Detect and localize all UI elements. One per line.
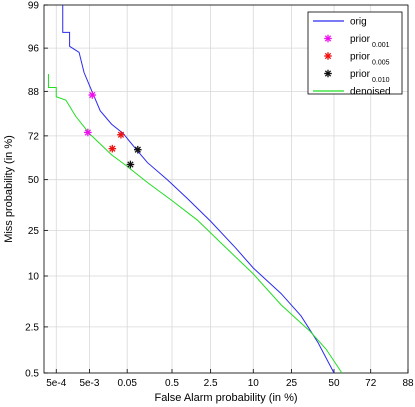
- y-tick-label: 88: [28, 87, 40, 98]
- series-layer: [47, 5, 343, 374]
- legend-label-main: denoised: [350, 87, 391, 98]
- legend-label-subscript: 0.005: [372, 60, 390, 67]
- series-prior-0-001-marker: [84, 128, 92, 137]
- plot-frame: [43, 4, 409, 374]
- legend-swatch-prior-0-010: [324, 69, 332, 78]
- marker-stroke: [324, 35, 332, 42]
- series-prior-0-005-marker: [117, 130, 125, 139]
- marker-stroke: [89, 91, 96, 99]
- y-tick-label: 25: [28, 226, 40, 237]
- series-orig-line: [62, 5, 335, 374]
- marker-stroke: [134, 146, 141, 153]
- y-tick-label: 0.5: [25, 369, 39, 380]
- marker-stroke: [117, 131, 125, 138]
- series-prior-0-005-marker: [108, 144, 117, 153]
- legend-label-main: prior: [350, 34, 371, 45]
- y-axis-label: Miss probability (in %): [3, 135, 15, 243]
- y-tick-label: 72: [28, 131, 40, 142]
- legend: origprior0.001prior0.005prior0.010denois…: [307, 11, 403, 98]
- y-tick-label: 50: [28, 175, 40, 186]
- marker-stroke: [324, 52, 332, 60]
- y-tick-label: 10: [28, 271, 40, 282]
- legend-label-main: orig: [350, 17, 367, 28]
- legend-label-denoised: denoised: [350, 87, 391, 98]
- marker-stroke: [109, 145, 116, 152]
- series-denoised-line: [47, 74, 343, 374]
- legend-box: [307, 11, 403, 95]
- x-tick-label: 2.5: [204, 378, 218, 389]
- x-tick-label: 0.5: [165, 378, 179, 389]
- x-tick-label: 72: [365, 378, 377, 389]
- legend-swatch-prior-0-005: [324, 52, 332, 60]
- x-tick-label: 10: [248, 378, 260, 389]
- series-prior-0-010-marker: [133, 145, 142, 154]
- marker-stroke: [127, 161, 134, 168]
- x-tick-label: 5e-4: [46, 378, 66, 389]
- y-tick-labels: 99 96 88 72 50 25 10 2.5 0.5: [25, 1, 39, 380]
- marker-stroke: [324, 70, 332, 77]
- legend-label-subscript: 0.001: [372, 42, 390, 49]
- x-tick-labels: 5e-4 5e-3 0.05 0.5 2.5 10 25 50 72 88: [46, 378, 414, 389]
- legend-label-subscript: 0.010: [372, 77, 390, 84]
- y-tick-label: 96: [28, 44, 40, 55]
- marker-stroke: [84, 129, 91, 136]
- x-tick-label: 0.05: [117, 378, 137, 389]
- x-tick-label: 88: [402, 378, 414, 389]
- x-tick-label: 50: [328, 378, 340, 389]
- series-prior-0-001-marker: [88, 91, 97, 99]
- legend-label-prior-0-001: prior0.001: [350, 34, 390, 49]
- x-tick-label: 5e-3: [79, 378, 99, 389]
- x-axis-label: False Alarm probability (in %): [154, 392, 297, 404]
- legend-label-prior-0-010: prior0.010: [350, 69, 390, 84]
- legend-label-main: prior: [350, 69, 371, 80]
- legend-label-orig: orig: [350, 17, 367, 28]
- y-tick-label: 2.5: [25, 322, 39, 333]
- legend-label-main: prior: [350, 52, 371, 63]
- x-tick-label: 25: [286, 378, 298, 389]
- series-prior-0-010-marker: [126, 160, 135, 169]
- legend-label-prior-0-005: prior0.005: [350, 52, 390, 67]
- legend-swatch-prior-0-001: [324, 34, 332, 43]
- y-tick-label: 99: [28, 1, 40, 12]
